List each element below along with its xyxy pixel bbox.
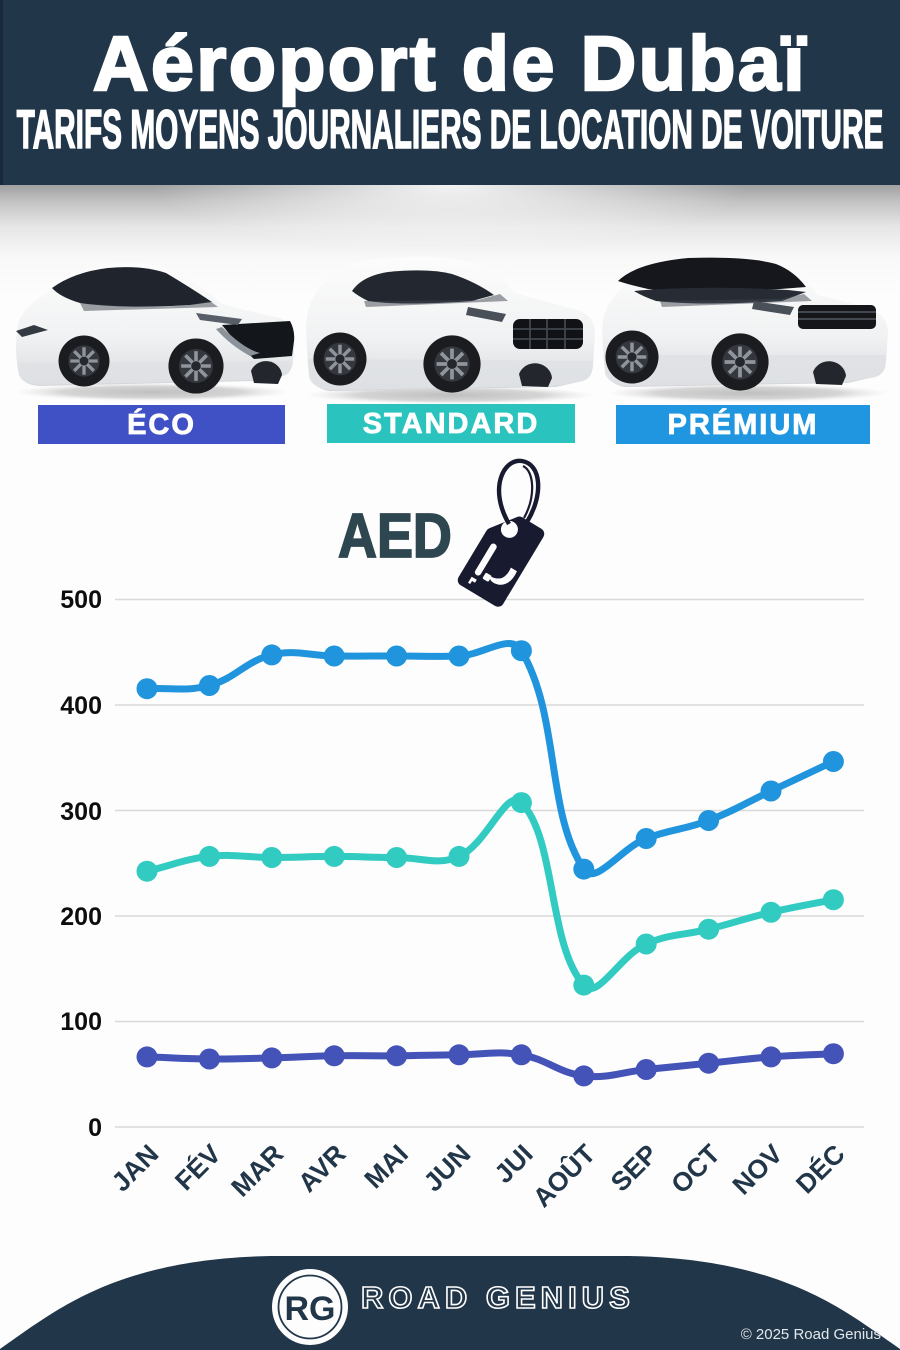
svg-text:400: 400 [60,692,102,720]
svg-text:MAR: MAR [225,1139,289,1203]
svg-text:JUN: JUN [418,1139,477,1198]
svg-text:100: 100 [60,1008,102,1036]
svg-text:300: 300 [60,798,102,826]
svg-text:RG: RG [285,1290,336,1328]
svg-text:JAN: JAN [106,1139,165,1198]
svg-text:SEP: SEP [605,1139,664,1198]
svg-text:AVR: AVR [292,1139,351,1198]
svg-text:OCT: OCT [665,1139,726,1200]
svg-text:FÉV: FÉV [169,1138,227,1196]
svg-text:DÉC: DÉC [790,1139,851,1200]
svg-text:NOV: NOV [727,1138,789,1200]
svg-text:JUI: JUI [488,1139,538,1189]
svg-text:200: 200 [60,903,102,931]
svg-text:AOÛT: AOÛT [527,1139,601,1213]
svg-text:MAI: MAI [358,1139,414,1195]
svg-text:0: 0 [88,1114,102,1142]
svg-text:500: 500 [60,586,102,614]
